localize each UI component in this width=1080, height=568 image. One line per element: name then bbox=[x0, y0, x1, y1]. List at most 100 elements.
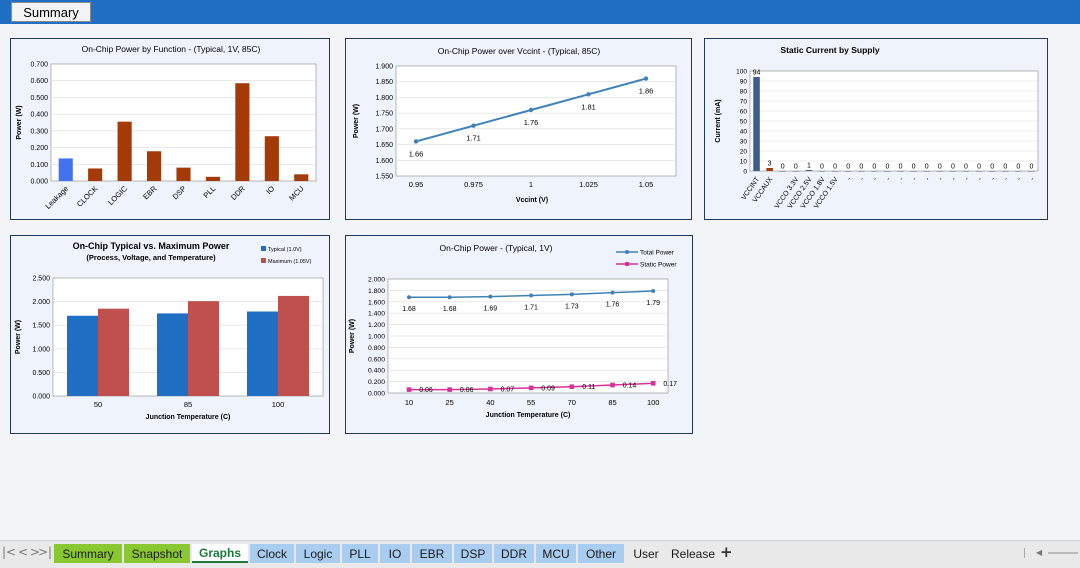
x-tick-label: - bbox=[1016, 176, 1023, 182]
bar-logic bbox=[117, 121, 132, 181]
sheet-tab-clock[interactable]: Clock bbox=[250, 544, 294, 563]
y-tick-label: 0.500 bbox=[32, 370, 50, 377]
data-label: 1.76 bbox=[606, 302, 620, 309]
data-label: 0 bbox=[872, 164, 876, 171]
sheet-tab-snapshot[interactable]: Snapshot bbox=[124, 544, 190, 563]
scroll-divider bbox=[1024, 548, 1025, 558]
y-tick-label: 0.600 bbox=[30, 78, 48, 85]
data-label: 0.06 bbox=[419, 387, 433, 394]
first-sheet-button[interactable]: |< bbox=[2, 545, 17, 559]
data-label: 0 bbox=[964, 164, 968, 171]
sheet-tab-user[interactable]: User bbox=[626, 544, 666, 563]
x-tick-label: 0.975 bbox=[464, 180, 483, 189]
legend-marker bbox=[625, 262, 629, 266]
x-tick-label: - bbox=[977, 176, 984, 182]
data-point bbox=[447, 295, 452, 300]
bar-supply bbox=[962, 171, 970, 172]
y-tick-label: 100 bbox=[736, 69, 747, 76]
sheet-tab-ddr[interactable]: DDR bbox=[494, 544, 534, 563]
bar-io bbox=[264, 136, 279, 181]
sheet-tab-graphs[interactable]: Graphs bbox=[192, 544, 248, 563]
x-tick-label: 1.025 bbox=[579, 180, 598, 189]
data-label: 1.76 bbox=[524, 118, 539, 127]
y-tick-label: 50 bbox=[740, 119, 748, 126]
bar-maximum bbox=[278, 295, 309, 396]
prev-sheet-button[interactable]: < bbox=[18, 545, 29, 559]
x-tick-label: PLL bbox=[202, 184, 218, 200]
x-tick-label: - bbox=[950, 176, 957, 182]
data-label: 0 bbox=[1030, 164, 1034, 171]
y-axis-label: Power (W) bbox=[349, 319, 356, 353]
x-tick-label: - bbox=[924, 176, 931, 182]
data-label: 0 bbox=[886, 164, 890, 171]
legend-label: Total Power bbox=[640, 250, 675, 257]
x-tick-label: - bbox=[1029, 176, 1036, 182]
y-tick-label: 1.400 bbox=[368, 311, 385, 318]
data-label: 0 bbox=[781, 164, 785, 171]
sheet-tab-ebr[interactable]: EBR bbox=[412, 544, 452, 563]
data-label: 0.09 bbox=[541, 385, 555, 392]
y-tick-label: 1.650 bbox=[375, 142, 393, 149]
x-tick-label: Leakage bbox=[43, 184, 70, 211]
data-point bbox=[650, 381, 656, 386]
last-sheet-button[interactable]: >| bbox=[38, 545, 53, 559]
sheet-tab-pll[interactable]: PLL bbox=[342, 544, 378, 563]
chart-power-over-vccint: On-Chip Power over Vccint - (Typical, 85… bbox=[345, 38, 692, 220]
data-point bbox=[528, 107, 534, 113]
y-tick-label: 2.500 bbox=[32, 276, 50, 283]
y-tick-label: 1.600 bbox=[375, 158, 393, 165]
y-tick-label: 0.600 bbox=[368, 356, 385, 363]
data-label: 1.73 bbox=[565, 303, 579, 310]
bar-supply bbox=[818, 171, 826, 172]
y-tick-label: 0.000 bbox=[30, 179, 48, 186]
data-point bbox=[643, 76, 649, 81]
bar-maximum bbox=[98, 308, 129, 396]
data-label: 0 bbox=[833, 164, 837, 171]
data-label: 0 bbox=[859, 164, 863, 171]
horizontal-scrollbar[interactable] bbox=[1048, 552, 1078, 554]
sheet-tab-dsp[interactable]: DSP bbox=[454, 544, 492, 563]
y-tick-label: 0.200 bbox=[368, 379, 385, 386]
add-sheet-button[interactable]: + bbox=[720, 543, 733, 561]
scroll-left-icon[interactable]: ◀ bbox=[1036, 548, 1043, 557]
y-tick-label: 20 bbox=[740, 149, 748, 156]
next-sheet-button[interactable]: > bbox=[30, 545, 41, 559]
bar-ebr bbox=[146, 151, 162, 181]
data-label: 0.14 bbox=[623, 383, 637, 390]
y-tick-label: 1.850 bbox=[375, 79, 393, 86]
x-tick-label: 1.05 bbox=[639, 180, 654, 189]
x-tick-label: DSP bbox=[171, 184, 188, 201]
chart-title: On-Chip Power over Vccint - (Typical, 85… bbox=[438, 46, 601, 56]
data-point bbox=[586, 92, 591, 97]
data-label: 0 bbox=[820, 164, 824, 171]
x-tick-label: 25 bbox=[446, 398, 454, 407]
sheet-tab-mcu[interactable]: MCU bbox=[536, 544, 576, 563]
legend-label: Static Power bbox=[640, 262, 677, 269]
sheet-tab-logic[interactable]: Logic bbox=[296, 544, 340, 563]
bar-mcu bbox=[294, 174, 309, 181]
data-point bbox=[488, 386, 493, 392]
sheet-tab-io[interactable]: IO bbox=[380, 544, 410, 563]
data-point bbox=[413, 139, 419, 144]
summary-button[interactable]: Summary bbox=[11, 2, 91, 22]
data-point bbox=[610, 382, 615, 388]
y-tick-label: 1.000 bbox=[368, 334, 385, 341]
y-tick-label: 0.300 bbox=[30, 128, 48, 135]
bar-supply bbox=[975, 171, 983, 172]
sheet-tab-release[interactable]: Release bbox=[668, 544, 718, 563]
data-label: 1.71 bbox=[524, 305, 538, 312]
y-tick-label: 1.800 bbox=[375, 95, 393, 102]
bar-supply bbox=[988, 171, 996, 172]
y-tick-label: 0.000 bbox=[32, 394, 50, 401]
bar-pll bbox=[205, 176, 221, 181]
x-tick-label: 10 bbox=[405, 398, 413, 407]
sheet-tab-other[interactable]: Other bbox=[578, 544, 624, 563]
sheet-tab-summary[interactable]: Summary bbox=[54, 544, 122, 563]
bar-supply bbox=[792, 171, 800, 172]
data-point bbox=[569, 384, 575, 390]
y-tick-label: 1.600 bbox=[368, 299, 385, 306]
y-axis-label: Power (W) bbox=[16, 105, 23, 139]
bar-supply bbox=[897, 171, 904, 172]
bar-dsp bbox=[176, 167, 191, 181]
data-label: 1.71 bbox=[466, 134, 481, 143]
